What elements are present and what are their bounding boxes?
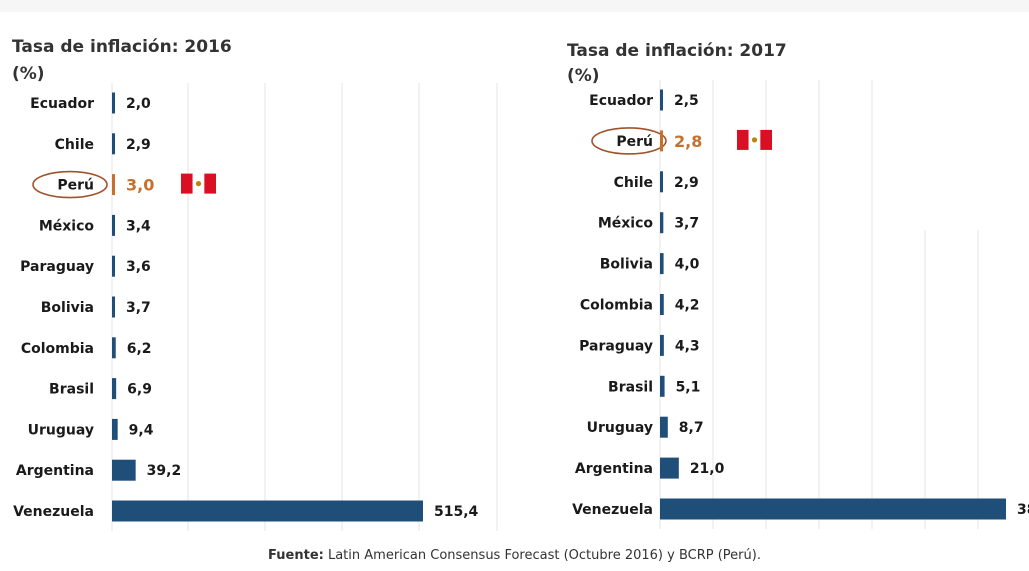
bar-peru-2016 xyxy=(112,174,115,196)
country-label-ecuador-2016: Ecuador xyxy=(30,96,94,112)
chart-2016: Tasa de inflación: 2016 (%) Ecuador 2,0 Ch… xyxy=(0,0,520,545)
bar-venezuela-2016 xyxy=(112,500,423,522)
bar-brasil-2016 xyxy=(112,378,117,400)
country-label-peru-2016: Perú xyxy=(57,178,94,194)
bar-chart-2016: Ecuador 2,0 Chile 2,9 Perú 3,0 México 3,4 Paragu… xyxy=(13,83,498,531)
bar-ecuador-2017 xyxy=(660,89,663,111)
bar-chart-2017: Ecuador 2,5 Perú 2,8 Chile 2,9 México 3,7 Bolivi… xyxy=(572,80,1029,529)
value-label-argentina-2017: 21,0 xyxy=(690,461,725,477)
country-label-venezuela-2016: Venezuela xyxy=(13,504,94,520)
country-label-paraguay-2017: Paraguay xyxy=(579,338,653,354)
peru-flag-icon xyxy=(181,173,216,194)
bar-paraguay-2016 xyxy=(112,255,115,277)
bar-argentina-2016 xyxy=(112,459,136,481)
value-label-uruguay-2017: 8,7 xyxy=(679,420,704,436)
value-label-bolivia-2017: 4,0 xyxy=(675,257,700,273)
value-label-paraguay-2016: 3,6 xyxy=(126,259,151,275)
bar-colombia-2016 xyxy=(112,337,116,359)
value-label-colombia-2016: 6,2 xyxy=(127,341,152,357)
country-label-peru-2017: Perú xyxy=(616,134,653,150)
value-label-venezuela-2017: 386,0 xyxy=(1017,502,1029,518)
bar-peru-2017 xyxy=(660,130,663,152)
bar-bolivia-2017 xyxy=(660,253,664,275)
country-label-bolivia-2016: Bolivia xyxy=(41,300,94,316)
country-label-chile-2017: Chile xyxy=(614,175,653,191)
country-label-mexico-2016: México xyxy=(39,218,95,234)
peru-flag-icon xyxy=(737,129,772,150)
value-label-chile-2016: 2,9 xyxy=(126,137,151,153)
bar-paraguay-2017 xyxy=(660,334,664,356)
bar-mexico-2017 xyxy=(660,212,664,234)
value-label-brasil-2017: 5,1 xyxy=(676,379,701,395)
value-label-peru-2016: 3,0 xyxy=(126,176,154,195)
country-label-colombia-2017: Colombia xyxy=(580,298,653,314)
country-label-bolivia-2017: Bolivia xyxy=(600,257,653,273)
country-label-uruguay-2017: Uruguay xyxy=(587,420,653,436)
country-label-argentina-2016: Argentina xyxy=(16,463,94,479)
country-label-mexico-2017: México xyxy=(598,216,654,232)
country-label-brasil-2016: Brasil xyxy=(49,382,94,398)
bar-bolivia-2016 xyxy=(112,296,115,318)
country-label-chile-2016: Chile xyxy=(55,137,94,153)
bar-ecuador-2016 xyxy=(112,92,115,114)
bar-colombia-2017 xyxy=(660,294,664,315)
chart-title-2016: Tasa de inflación: 2016 xyxy=(12,37,232,57)
chart-title-2017: Tasa de inflación: 2017 xyxy=(567,41,787,61)
bar-uruguay-2017 xyxy=(660,416,668,438)
highlight-ellipse-2016 xyxy=(32,170,108,199)
unit-label-2017: (%) xyxy=(567,66,600,86)
value-label-venezuela-2016: 515,4 xyxy=(434,504,479,520)
value-label-brasil-2016: 6,9 xyxy=(127,382,152,398)
value-label-bolivia-2016: 3,7 xyxy=(126,300,151,316)
value-label-peru-2017: 2,8 xyxy=(674,132,702,151)
bar-chile-2017 xyxy=(660,171,663,193)
bar-chile-2016 xyxy=(112,133,115,155)
value-label-ecuador-2016: 2,0 xyxy=(126,96,151,112)
value-label-colombia-2017: 4,2 xyxy=(675,298,700,314)
value-label-ecuador-2017: 2,5 xyxy=(674,93,699,109)
country-label-argentina-2017: Argentina xyxy=(575,461,653,477)
top-band xyxy=(0,0,1029,12)
source-label: Fuente: xyxy=(268,548,324,563)
chart-2017: Tasa de inflación: 2017 (%) Ecuador 2,5 Pe… xyxy=(555,0,1029,545)
country-label-brasil-2017: Brasil xyxy=(608,379,653,395)
country-label-ecuador-2017: Ecuador xyxy=(589,93,653,109)
value-label-mexico-2016: 3,4 xyxy=(126,218,151,234)
source-note: Fuente: Latin American Consensus Forecas… xyxy=(0,548,1029,563)
bar-mexico-2016 xyxy=(112,214,115,236)
bar-venezuela-2017 xyxy=(660,498,1006,520)
country-label-venezuela-2017: Venezuela xyxy=(572,502,653,518)
country-label-colombia-2016: Colombia xyxy=(21,341,94,357)
country-label-paraguay-2016: Paraguay xyxy=(20,259,94,275)
value-label-paraguay-2017: 4,3 xyxy=(675,338,700,354)
bar-brasil-2017 xyxy=(660,375,665,397)
bar-argentina-2017 xyxy=(660,457,679,479)
highlight-ellipse-2017 xyxy=(591,127,667,155)
value-label-chile-2017: 2,9 xyxy=(674,175,699,191)
value-label-argentina-2016: 39,2 xyxy=(147,463,182,479)
unit-label-2016: (%) xyxy=(12,64,45,84)
blank-overlay xyxy=(878,67,985,230)
source-text: Latin American Consensus Forecast (Octub… xyxy=(323,548,761,563)
value-label-uruguay-2016: 9,4 xyxy=(129,422,154,438)
country-label-uruguay-2016: Uruguay xyxy=(28,422,94,438)
value-label-mexico-2017: 3,7 xyxy=(674,216,699,232)
bar-uruguay-2016 xyxy=(112,418,118,440)
